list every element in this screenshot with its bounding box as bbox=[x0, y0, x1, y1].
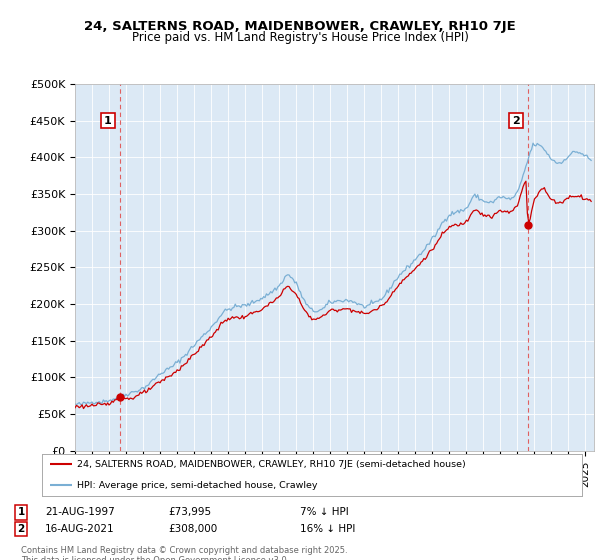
Text: 1: 1 bbox=[17, 507, 25, 517]
Text: 1: 1 bbox=[104, 116, 112, 125]
Text: Price paid vs. HM Land Registry's House Price Index (HPI): Price paid vs. HM Land Registry's House … bbox=[131, 31, 469, 44]
Text: 21-AUG-1997: 21-AUG-1997 bbox=[45, 507, 115, 517]
Text: £308,000: £308,000 bbox=[168, 524, 217, 534]
Text: 2: 2 bbox=[17, 524, 25, 534]
Text: 24, SALTERNS ROAD, MAIDENBOWER, CRAWLEY, RH10 7JE: 24, SALTERNS ROAD, MAIDENBOWER, CRAWLEY,… bbox=[84, 20, 516, 32]
Text: 7% ↓ HPI: 7% ↓ HPI bbox=[300, 507, 349, 517]
Text: 24, SALTERNS ROAD, MAIDENBOWER, CRAWLEY, RH10 7JE (semi-detached house): 24, SALTERNS ROAD, MAIDENBOWER, CRAWLEY,… bbox=[77, 460, 466, 469]
Text: HPI: Average price, semi-detached house, Crawley: HPI: Average price, semi-detached house,… bbox=[77, 480, 317, 489]
Text: 2: 2 bbox=[512, 116, 520, 125]
Text: £73,995: £73,995 bbox=[168, 507, 211, 517]
Text: 16% ↓ HPI: 16% ↓ HPI bbox=[300, 524, 355, 534]
Text: 16-AUG-2021: 16-AUG-2021 bbox=[45, 524, 115, 534]
Text: Contains HM Land Registry data © Crown copyright and database right 2025.
This d: Contains HM Land Registry data © Crown c… bbox=[21, 546, 347, 560]
